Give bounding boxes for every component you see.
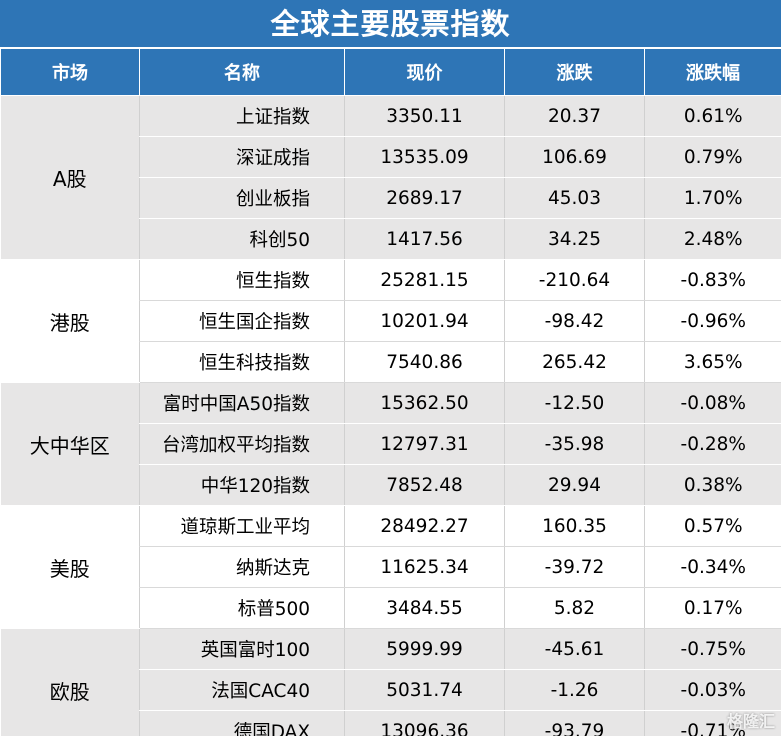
name-cell: 上证指数 bbox=[139, 95, 345, 137]
pct-cell: -0.03% bbox=[644, 669, 781, 711]
table-row: 创业板指 2689.17 45.03 1.70% bbox=[1, 177, 781, 219]
market-cell: 美股 bbox=[0, 505, 140, 629]
table-row: 港股 恒生指数 25281.15 -210.64 -0.83% bbox=[0, 259, 781, 383]
price-cell: 13096.36 bbox=[344, 710, 505, 736]
table-row: 标普500 3484.55 5.82 0.17% bbox=[1, 587, 781, 629]
column-header-change-pct: 涨跌幅 bbox=[644, 48, 781, 96]
column-header-name: 名称 bbox=[139, 48, 345, 96]
price-cell: 2689.17 bbox=[344, 177, 505, 219]
price-cell: 3484.55 bbox=[344, 587, 505, 629]
pct-cell: -0.28% bbox=[644, 423, 781, 465]
header-row: 市场 名称 现价 涨跌 涨跌幅 bbox=[0, 48, 781, 96]
column-header-price: 现价 bbox=[344, 48, 505, 96]
change-cell: -98.42 bbox=[504, 300, 645, 342]
column-header-market: 市场 bbox=[0, 48, 140, 96]
price-cell: 25281.15 bbox=[344, 259, 505, 301]
name-cell: 德国DAX bbox=[139, 710, 345, 736]
price-cell: 12797.31 bbox=[344, 423, 505, 465]
name-cell: 道琼斯工业平均 bbox=[139, 505, 345, 547]
pct-cell: 2.48% bbox=[644, 218, 781, 260]
table-row: 大中华区 富时中国A50指数 15362.50 -12.50 -0.08% bbox=[0, 382, 781, 506]
table-row: 美股 道琼斯工业平均 28492.27 160.35 0.57% bbox=[0, 505, 781, 629]
table-row: 德国DAX 13096.36 -93.79 -0.71% bbox=[1, 710, 781, 736]
name-cell: 标普500 bbox=[139, 587, 345, 629]
change-cell: -1.26 bbox=[504, 669, 645, 711]
pct-cell: 0.57% bbox=[644, 505, 781, 547]
price-cell: 1417.56 bbox=[344, 218, 505, 260]
name-cell: 科创50 bbox=[139, 218, 345, 260]
table-row: 法国CAC40 5031.74 -1.26 -0.03% bbox=[1, 669, 781, 711]
table-row: 深证成指 13535.09 106.69 0.79% bbox=[1, 136, 781, 178]
change-cell: 265.42 bbox=[504, 341, 645, 383]
change-cell: -12.50 bbox=[504, 382, 645, 424]
pct-cell: -0.08% bbox=[644, 382, 781, 424]
watermark: 格隆汇 bbox=[726, 712, 775, 731]
pct-cell: 0.38% bbox=[644, 464, 781, 506]
name-cell: 创业板指 bbox=[139, 177, 345, 219]
name-cell: 中华120指数 bbox=[139, 464, 345, 506]
pct-cell: 0.17% bbox=[644, 587, 781, 629]
name-cell: 恒生国企指数 bbox=[139, 300, 345, 342]
change-cell: -39.72 bbox=[504, 546, 645, 588]
change-cell: 106.69 bbox=[504, 136, 645, 178]
name-cell: 富时中国A50指数 bbox=[139, 382, 345, 424]
market-cell: 大中华区 bbox=[0, 382, 140, 506]
price-cell: 5031.74 bbox=[344, 669, 505, 711]
pct-cell: -0.75% bbox=[644, 628, 781, 670]
market-cell: 港股 bbox=[0, 259, 140, 383]
name-cell: 恒生科技指数 bbox=[139, 341, 345, 383]
index-table: 市场 名称 现价 涨跌 涨跌幅 A股 上证指数 3350.11 20.37 0.61% 深… bbox=[0, 48, 781, 736]
change-cell: -210.64 bbox=[504, 259, 645, 301]
table-row: 欧股 英国富时100 5999.99 -45.61 -0.75% bbox=[0, 628, 781, 736]
change-cell: 45.03 bbox=[504, 177, 645, 219]
name-cell: 深证成指 bbox=[139, 136, 345, 178]
pct-cell: 0.79% bbox=[644, 136, 781, 178]
price-cell: 28492.27 bbox=[344, 505, 505, 547]
table-row: 科创50 1417.56 34.25 2.48% bbox=[1, 218, 781, 260]
price-cell: 15362.50 bbox=[344, 382, 505, 424]
change-cell: -93.79 bbox=[504, 710, 645, 736]
pct-cell: -0.96% bbox=[644, 300, 781, 342]
change-cell: -35.98 bbox=[504, 423, 645, 465]
price-cell: 11625.34 bbox=[344, 546, 505, 588]
name-cell: 台湾加权平均指数 bbox=[139, 423, 345, 465]
name-cell: 纳斯达克 bbox=[139, 546, 345, 588]
change-cell: 5.82 bbox=[504, 587, 645, 629]
market-cell: 欧股 bbox=[0, 628, 140, 736]
table-row: 恒生国企指数 10201.94 -98.42 -0.96% bbox=[1, 300, 781, 342]
price-cell: 3350.11 bbox=[344, 95, 505, 137]
pct-cell: 0.61% bbox=[644, 95, 781, 137]
price-cell: 7540.86 bbox=[344, 341, 505, 383]
pct-cell: -0.83% bbox=[644, 259, 781, 301]
name-cell: 英国富时100 bbox=[139, 628, 345, 670]
pct-cell: 1.70% bbox=[644, 177, 781, 219]
change-cell: -45.61 bbox=[504, 628, 645, 670]
price-cell: 7852.48 bbox=[344, 464, 505, 506]
market-cell: A股 bbox=[0, 95, 140, 260]
table-row: 恒生科技指数 7540.86 265.42 3.65% bbox=[1, 341, 781, 383]
pct-cell: -0.34% bbox=[644, 546, 781, 588]
change-cell: 34.25 bbox=[504, 218, 645, 260]
price-cell: 10201.94 bbox=[344, 300, 505, 342]
name-cell: 恒生指数 bbox=[139, 259, 345, 301]
pct-cell: -0.71% bbox=[644, 710, 781, 736]
table-row: 中华120指数 7852.48 29.94 0.38% bbox=[1, 464, 781, 506]
change-cell: 20.37 bbox=[504, 95, 645, 137]
name-cell: 法国CAC40 bbox=[139, 669, 345, 711]
page-title: 全球主要股票指数 bbox=[0, 0, 781, 48]
column-header-change: 涨跌 bbox=[504, 48, 645, 96]
price-cell: 5999.99 bbox=[344, 628, 505, 670]
price-cell: 13535.09 bbox=[344, 136, 505, 178]
table-row: 纳斯达克 11625.34 -39.72 -0.34% bbox=[1, 546, 781, 588]
change-cell: 29.94 bbox=[504, 464, 645, 506]
table-body: A股 上证指数 3350.11 20.37 0.61% 深证成指 13535.09 106.6… bbox=[0, 95, 781, 736]
table-row: 台湾加权平均指数 12797.31 -35.98 -0.28% bbox=[1, 423, 781, 465]
table-row: A股 上证指数 3350.11 20.37 0.61% bbox=[0, 95, 781, 260]
change-cell: 160.35 bbox=[504, 505, 645, 547]
pct-cell: 3.65% bbox=[644, 341, 781, 383]
